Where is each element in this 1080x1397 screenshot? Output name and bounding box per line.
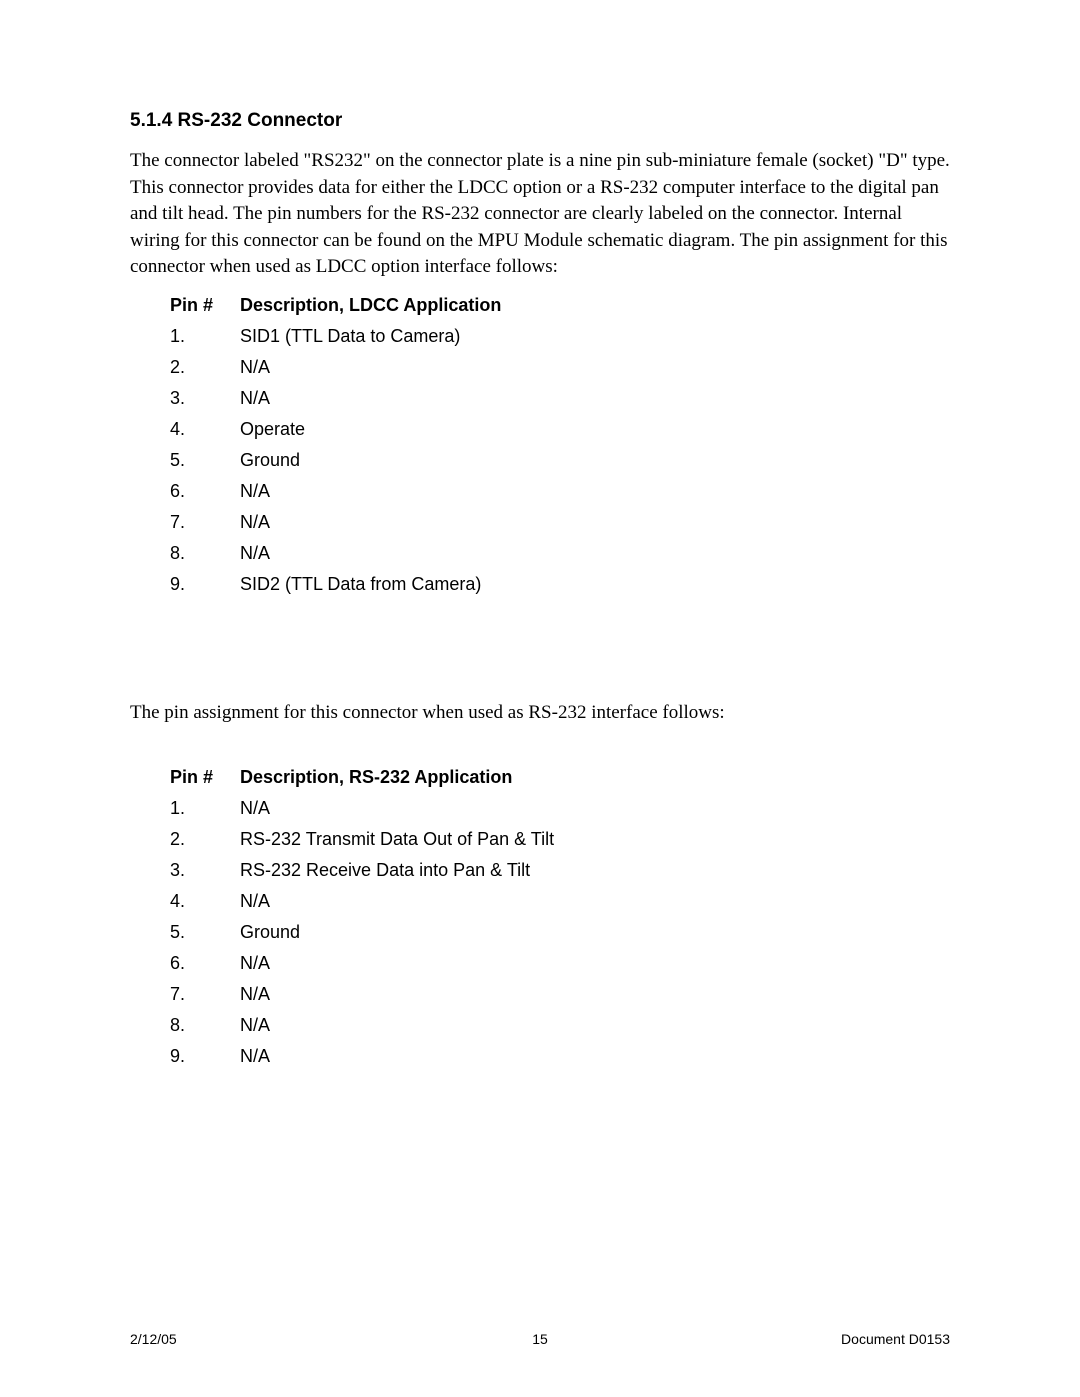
- table-row: 7. N/A: [170, 512, 950, 533]
- table-row: 7. N/A: [170, 984, 950, 1005]
- table-row: 4. N/A: [170, 891, 950, 912]
- pin-number: 4.: [170, 891, 240, 912]
- pin-number: 7.: [170, 984, 240, 1005]
- table-row: 8. N/A: [170, 1015, 950, 1036]
- pin-header: Pin #: [170, 295, 240, 316]
- pin-description: RS-232 Transmit Data Out of Pan & Tilt: [240, 829, 950, 850]
- pin-number: 5.: [170, 450, 240, 471]
- pin-number: 6.: [170, 481, 240, 502]
- pin-number: 3.: [170, 388, 240, 409]
- desc-header: Description, LDCC Application: [240, 295, 950, 316]
- pin-number: 8.: [170, 543, 240, 564]
- pin-number: 9.: [170, 574, 240, 595]
- table-row: 5. Ground: [170, 450, 950, 471]
- footer-date: 2/12/05: [130, 1331, 177, 1347]
- page-footer: 2/12/05 15 Document D0153: [130, 1331, 950, 1347]
- pin-description: SID2 (TTL Data from Camera): [240, 574, 950, 595]
- pin-number: 5.: [170, 922, 240, 943]
- pin-description: N/A: [240, 481, 950, 502]
- pin-number: 4.: [170, 419, 240, 440]
- pin-header: Pin #: [170, 767, 240, 788]
- second-paragraph: The pin assignment for this connector wh…: [130, 700, 950, 727]
- pin-number: 1.: [170, 798, 240, 819]
- spacer: [130, 741, 950, 761]
- table-row: 9. SID2 (TTL Data from Camera): [170, 574, 950, 595]
- section-heading: 5.1.4 RS-232 Connector: [130, 110, 950, 132]
- table-header-row: Pin # Description, RS-232 Application: [170, 767, 950, 788]
- pin-number: 9.: [170, 1046, 240, 1067]
- pin-number: 3.: [170, 860, 240, 881]
- table-row: 6. N/A: [170, 481, 950, 502]
- pin-description: SID1 (TTL Data to Camera): [240, 326, 950, 347]
- pin-description: N/A: [240, 543, 950, 564]
- table-row: 9. N/A: [170, 1046, 950, 1067]
- intro-paragraph: The connector labeled "RS232" on the con…: [130, 148, 950, 281]
- rs232-pin-table: Pin # Description, RS-232 Application 1.…: [170, 767, 950, 1067]
- pin-number: 7.: [170, 512, 240, 533]
- table-row: 6. N/A: [170, 953, 950, 974]
- pin-number: 1.: [170, 326, 240, 347]
- pin-number: 2.: [170, 829, 240, 850]
- footer-doc-id: Document D0153: [841, 1331, 950, 1347]
- table-row: 2. RS-232 Transmit Data Out of Pan & Til…: [170, 829, 950, 850]
- table-row: 5. Ground: [170, 922, 950, 943]
- pin-number: 8.: [170, 1015, 240, 1036]
- ldcc-pin-table: Pin # Description, LDCC Application 1. S…: [170, 295, 950, 595]
- table-row: 8. N/A: [170, 543, 950, 564]
- pin-description: N/A: [240, 1015, 950, 1036]
- pin-description: N/A: [240, 357, 950, 378]
- pin-description: N/A: [240, 388, 950, 409]
- pin-description: N/A: [240, 953, 950, 974]
- spacer: [130, 645, 950, 700]
- table-row: 2. N/A: [170, 357, 950, 378]
- table-header-row: Pin # Description, LDCC Application: [170, 295, 950, 316]
- table-row: 3. RS-232 Receive Data into Pan & Tilt: [170, 860, 950, 881]
- pin-number: 2.: [170, 357, 240, 378]
- pin-description: Ground: [240, 450, 950, 471]
- pin-description: N/A: [240, 798, 950, 819]
- pin-number: 6.: [170, 953, 240, 974]
- pin-description: N/A: [240, 891, 950, 912]
- table-row: 1. SID1 (TTL Data to Camera): [170, 326, 950, 347]
- pin-description: N/A: [240, 984, 950, 1005]
- desc-header: Description, RS-232 Application: [240, 767, 950, 788]
- table-row: 3. N/A: [170, 388, 950, 409]
- pin-description: N/A: [240, 1046, 950, 1067]
- table-row: 4. Operate: [170, 419, 950, 440]
- table-row: 1. N/A: [170, 798, 950, 819]
- pin-description: Ground: [240, 922, 950, 943]
- pin-description: RS-232 Receive Data into Pan & Tilt: [240, 860, 950, 881]
- pin-description: N/A: [240, 512, 950, 533]
- footer-page-number: 15: [532, 1331, 548, 1347]
- pin-description: Operate: [240, 419, 950, 440]
